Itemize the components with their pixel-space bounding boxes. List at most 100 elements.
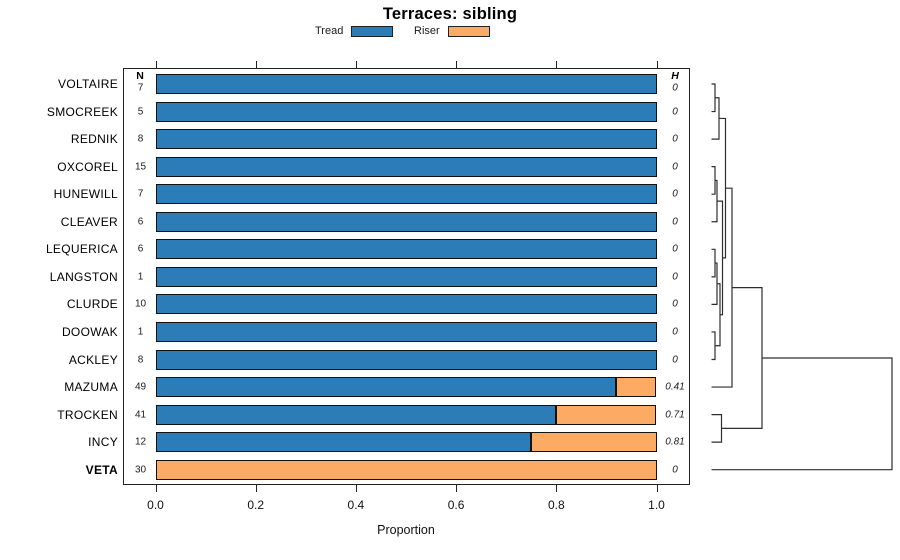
n-value: 1 (137, 326, 144, 338)
tread-segment (155, 349, 657, 370)
n-column-header: N (136, 70, 144, 82)
h-value: 0 (672, 82, 678, 94)
n-value: 8 (137, 133, 144, 145)
stacked-bar (155, 404, 657, 425)
n-value: 12 (134, 436, 147, 448)
n-value: 10 (134, 298, 147, 310)
h-value: 0.81 (665, 436, 685, 448)
n-value: 8 (137, 354, 144, 365)
x-axis-tick (155, 485, 157, 492)
tread-segment (155, 184, 657, 205)
stacked-bar (155, 101, 657, 122)
h-value: 0 (672, 188, 678, 200)
row-label-ackley: ACKLEY (68, 352, 118, 367)
stacked-bar (155, 459, 657, 480)
legend-swatch-tread (351, 25, 394, 37)
dendrogram-links (711, 83, 893, 471)
stacked-bar (155, 294, 657, 315)
row-label-langston: LANGSTON (49, 269, 118, 284)
row-label-voltaire: VOLTAIRE (58, 77, 118, 91)
n-value: 41 (134, 409, 147, 421)
x-tick-label: 0.2 (247, 498, 265, 512)
h-value: 0 (672, 354, 678, 365)
n-value: 49 (134, 381, 147, 393)
h-value: 0 (672, 271, 678, 283)
legend-item-riser: Riser (414, 24, 490, 38)
stacked-bar (155, 321, 657, 342)
stacked-bar (155, 432, 657, 453)
chart-title: Terraces: sibling (382, 5, 518, 23)
legend-label-tread: Tread (315, 25, 344, 37)
x-axis-tick (456, 485, 458, 492)
row-label-clurde: CLURDE (66, 297, 118, 312)
riser-segment (155, 459, 657, 480)
stacked-bar (155, 377, 657, 398)
riser-segment (531, 432, 657, 453)
row-label-hunewill: HUNEWILL (53, 187, 118, 202)
h-value: 0.41 (665, 381, 685, 393)
legend-item-tread: Tread (315, 24, 394, 38)
x-axis-tick (656, 61, 658, 68)
tread-segment (155, 239, 657, 260)
stacked-bar (155, 74, 657, 94)
n-value: 5 (137, 106, 144, 118)
row-label-rednik: REDNIK (70, 132, 118, 147)
h-column-header: H (671, 70, 679, 82)
row-label-incy: INCY (88, 435, 118, 450)
x-tick-label: 0.8 (547, 498, 565, 512)
tread-segment (155, 404, 557, 425)
stacked-bar (155, 239, 657, 260)
x-tick-label: 0.6 (447, 498, 465, 512)
tread-segment (155, 101, 657, 122)
x-axis-tick (656, 485, 658, 492)
h-value: 0 (672, 133, 678, 145)
h-value: 0.71 (665, 409, 685, 421)
h-value: 0 (672, 326, 678, 338)
row-label-cleaver: CLEAVER (60, 214, 118, 229)
stacked-bar (155, 211, 657, 232)
h-value: 0 (672, 298, 678, 310)
n-value: 30 (134, 464, 147, 476)
row-label-smocreek: SMOCREEK (46, 104, 118, 119)
stacked-bar (155, 156, 657, 177)
x-axis-tick (556, 61, 558, 68)
x-tick-label: 0.0 (147, 498, 164, 512)
n-value: 6 (137, 243, 144, 255)
n-value: 1 (137, 271, 144, 283)
x-axis-tick (456, 61, 458, 68)
legend-label-riser: Riser (414, 25, 440, 37)
h-value: 0 (672, 243, 678, 255)
tread-segment (155, 266, 657, 287)
n-value: 15 (134, 161, 147, 173)
riser-segment (616, 377, 657, 398)
tread-segment (155, 294, 657, 315)
x-axis-tick (355, 485, 358, 492)
tread-segment (155, 432, 532, 453)
row-label-veta: VETA (85, 462, 118, 477)
x-axis-tick (155, 61, 157, 68)
tread-segment (155, 129, 657, 150)
x-axis-tick (355, 61, 358, 68)
stacked-bar (155, 349, 657, 370)
legend-swatch-riser (447, 25, 490, 37)
tread-segment (155, 321, 657, 342)
row-label-trocken: TROCKEN (57, 407, 118, 422)
n-value: 7 (137, 82, 144, 94)
x-axis-label: Proportion (377, 523, 435, 537)
h-value: 0 (672, 106, 678, 118)
n-value: 6 (137, 216, 144, 228)
row-label-doowak: DOOWAK (61, 324, 118, 339)
tread-segment (155, 377, 617, 398)
row-label-mazuma: MAZUMA (64, 380, 118, 395)
stacked-bar (155, 129, 657, 150)
x-tick-label: 1.0 (648, 498, 665, 512)
tread-segment (155, 211, 657, 232)
stacked-bar (155, 266, 657, 287)
h-value: 0 (672, 161, 678, 173)
x-axis-tick (255, 485, 257, 492)
x-tick-label: 0.4 (347, 498, 365, 512)
x-axis-tick (556, 485, 558, 492)
x-axis-tick (255, 61, 257, 68)
tread-segment (155, 74, 657, 94)
